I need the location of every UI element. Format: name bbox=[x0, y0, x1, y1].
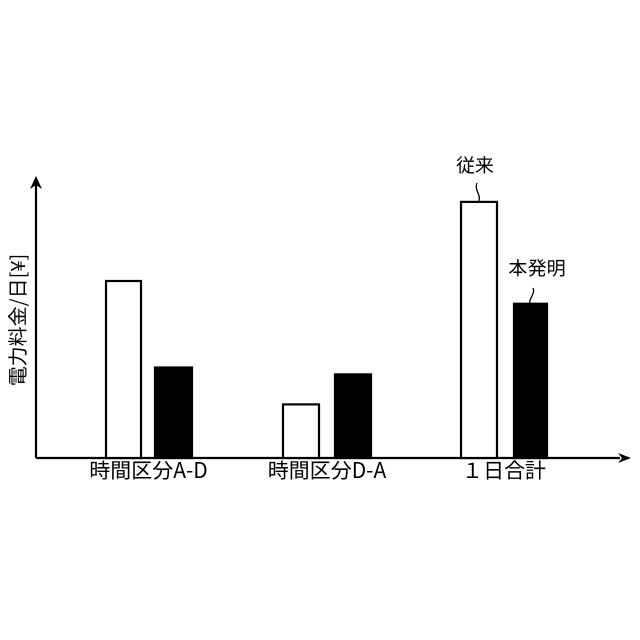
svg-text:１日合計: １日合計 bbox=[462, 455, 546, 485]
svg-text:本発明: 本発明 bbox=[508, 254, 565, 281]
svg-text:時間区分D-A: 時間区分D-A bbox=[268, 455, 387, 485]
svg-text:時間区分A-D: 時間区分A-D bbox=[89, 455, 208, 485]
svg-text:従来: 従来 bbox=[456, 151, 494, 178]
svg-text:電力料金/日[¥]: 電力料金/日[¥] bbox=[2, 254, 31, 386]
